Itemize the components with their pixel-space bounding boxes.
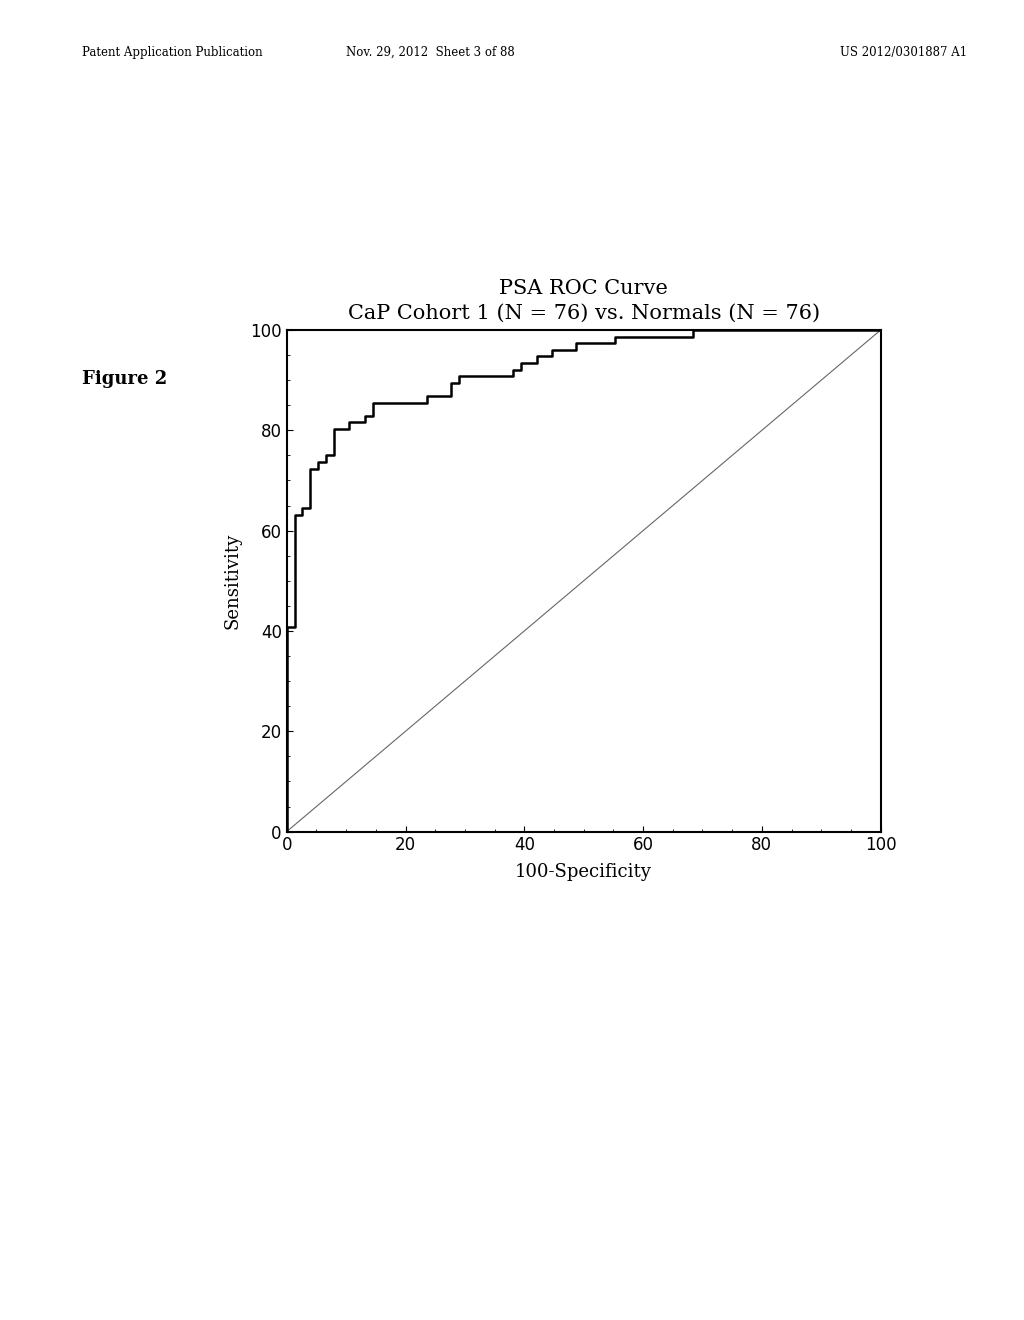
Y-axis label: Sensitivity: Sensitivity <box>224 533 242 628</box>
Text: Patent Application Publication: Patent Application Publication <box>82 46 262 59</box>
Text: Figure 2: Figure 2 <box>82 370 167 388</box>
Text: Nov. 29, 2012  Sheet 3 of 88: Nov. 29, 2012 Sheet 3 of 88 <box>346 46 514 59</box>
Text: US 2012/0301887 A1: US 2012/0301887 A1 <box>840 46 967 59</box>
Title: PSA ROC Curve
CaP Cohort 1 (N = 76) vs. Normals (N = 76): PSA ROC Curve CaP Cohort 1 (N = 76) vs. … <box>347 279 820 323</box>
X-axis label: 100-Specificity: 100-Specificity <box>515 863 652 880</box>
